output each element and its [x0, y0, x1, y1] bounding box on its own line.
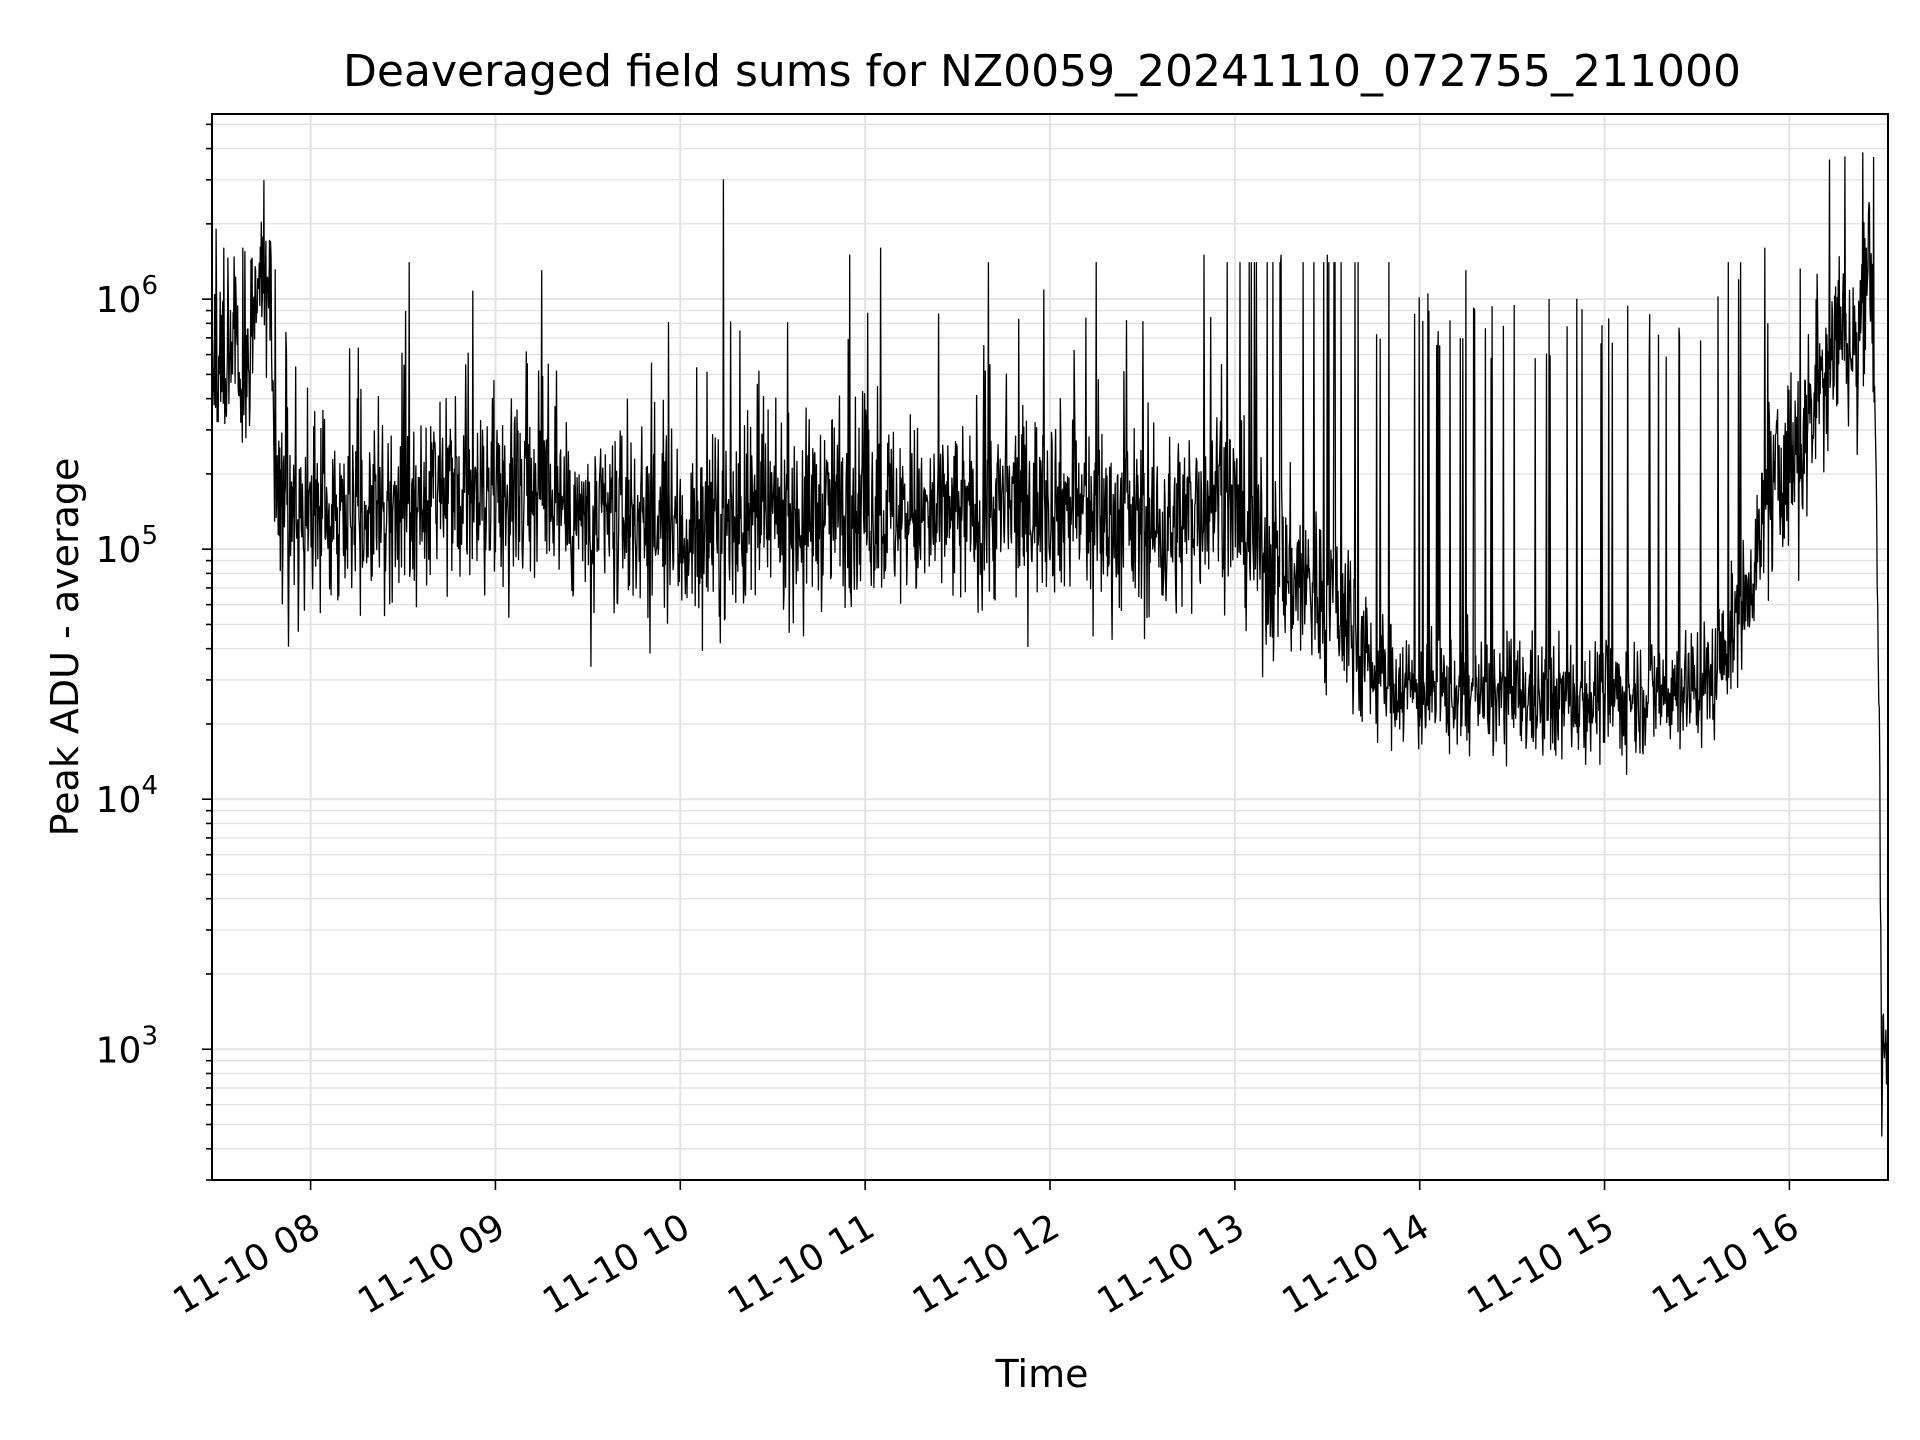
y-tick-base: 10 — [96, 530, 142, 571]
y-axis-label: Peak ADU - average — [43, 458, 87, 837]
x-tick-label: 11-10 15 — [1460, 1206, 1621, 1322]
x-tick-label: 11-10 16 — [1645, 1206, 1806, 1322]
series-layer — [211, 152, 1889, 1137]
x-tick-label: 11-10 10 — [536, 1206, 697, 1322]
y-tick-base: 10 — [96, 280, 142, 321]
series-line — [211, 152, 1889, 1137]
x-tick-label: 11-10 08 — [166, 1206, 327, 1322]
x-axis-label: Time — [995, 1352, 1089, 1396]
y-tick-exponent: 6 — [141, 271, 158, 301]
chart-title: Deaveraged field sums for NZ0059_2024111… — [343, 46, 1741, 97]
y-tick-exponent: 4 — [141, 771, 158, 801]
x-tick-label: 11-10 13 — [1091, 1206, 1252, 1322]
y-tick-base: 10 — [96, 780, 142, 821]
x-tick-label: 11-10 09 — [351, 1206, 512, 1322]
y-tick-label: 105 — [96, 521, 158, 571]
y-tick-base: 10 — [96, 1030, 142, 1071]
grid — [212, 114, 1888, 1181]
y-tick-exponent: 3 — [141, 1021, 158, 1051]
x-tick-label: 11-10 11 — [721, 1206, 882, 1322]
x-tick-label: 11-10 14 — [1276, 1206, 1437, 1322]
y-tick-label: 106 — [96, 271, 158, 321]
x-tick-label: 11-10 12 — [906, 1206, 1067, 1322]
y-tick-exponent: 5 — [141, 521, 158, 551]
y-tick-label: 104 — [96, 771, 158, 821]
ticks — [202, 123, 1791, 1190]
y-tick-label: 103 — [96, 1021, 158, 1071]
